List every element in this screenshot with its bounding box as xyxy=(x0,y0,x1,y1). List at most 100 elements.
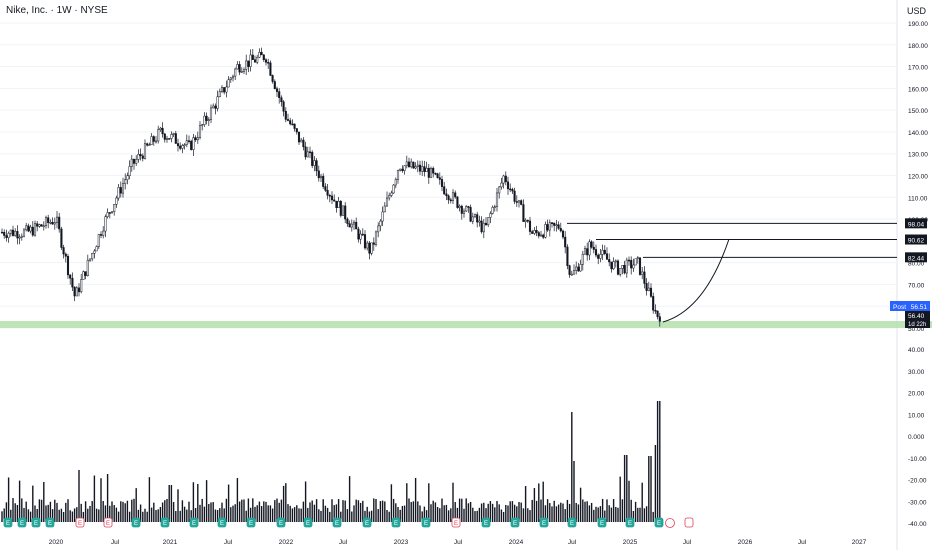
candle-body xyxy=(638,257,642,275)
volume-bar xyxy=(469,501,472,522)
earnings-icon[interactable] xyxy=(539,517,549,528)
volume-bar xyxy=(571,412,573,522)
candle-body xyxy=(533,230,536,234)
candle-body xyxy=(410,161,413,168)
earnings-icon[interactable] xyxy=(451,517,461,528)
candle-body xyxy=(647,287,650,291)
volume-bar xyxy=(210,502,212,522)
volume-bar xyxy=(98,509,100,522)
earnings-icon[interactable] xyxy=(217,517,227,528)
volume-bar xyxy=(14,503,16,522)
candle-body xyxy=(104,216,107,232)
volume-bar xyxy=(604,510,606,522)
volume-bar xyxy=(183,506,186,522)
level-badge xyxy=(905,234,927,245)
volume-bar xyxy=(527,508,529,522)
upcoming-earnings-icon[interactable] xyxy=(684,517,694,528)
earnings-icon[interactable] xyxy=(654,517,664,528)
earnings-icon[interactable] xyxy=(481,517,491,528)
earnings-icon[interactable] xyxy=(276,517,286,528)
volume-bar xyxy=(582,499,584,522)
candle-body xyxy=(392,184,395,194)
candle-body xyxy=(625,259,628,274)
candle-body xyxy=(482,222,485,233)
candle-body xyxy=(579,264,582,272)
candle-body xyxy=(357,228,360,240)
candle-body xyxy=(291,123,294,126)
earnings-icon[interactable] xyxy=(391,517,401,528)
earnings-icon[interactable] xyxy=(421,517,431,528)
candle-body xyxy=(546,224,549,231)
candle-body xyxy=(300,139,303,143)
volume-tick-label: -10.00 xyxy=(908,456,927,463)
candle-body xyxy=(462,210,466,214)
volume-bar xyxy=(368,511,371,522)
candle-body xyxy=(75,287,78,297)
volume-bar xyxy=(612,499,615,522)
earnings-icon[interactable] xyxy=(31,517,41,528)
candle-body xyxy=(440,179,444,187)
earnings-icon[interactable] xyxy=(160,517,170,528)
volume-bar xyxy=(282,485,285,522)
volume-bar xyxy=(124,503,126,522)
candle-body xyxy=(643,271,646,284)
candle-body xyxy=(390,192,393,196)
time-axis[interactable]: 2020 Jul 2021 Jul 2022 Jul 2023 Jul 2024 Jul 2025 J… xyxy=(49,539,867,546)
arc-projection[interactable] xyxy=(662,238,730,323)
volume-bar xyxy=(414,477,417,522)
candle-body xyxy=(423,166,426,172)
earnings-icon[interactable] xyxy=(45,517,55,528)
earnings-icon[interactable] xyxy=(597,517,607,528)
candle-body xyxy=(383,205,386,213)
volume-bars xyxy=(1,401,661,522)
volume-bar xyxy=(392,498,395,522)
volume-bar xyxy=(533,488,536,522)
candle-body xyxy=(469,207,472,222)
earnings-icon[interactable] xyxy=(625,517,635,528)
earnings-icon[interactable] xyxy=(362,517,372,528)
volume-bar xyxy=(480,503,483,522)
dividend-icon[interactable] xyxy=(665,518,675,528)
earnings-icon[interactable] xyxy=(103,517,113,528)
earnings-icon[interactable] xyxy=(131,517,141,528)
earnings-icon[interactable] xyxy=(246,517,256,528)
earnings-icon[interactable] xyxy=(567,517,577,528)
candle-body xyxy=(216,96,219,109)
candle-body xyxy=(561,230,565,238)
time-tick-label: 2027 xyxy=(852,539,867,546)
candle-body xyxy=(0,231,4,234)
volume-bar xyxy=(337,499,340,522)
volume-bar xyxy=(153,502,155,522)
candle-body xyxy=(498,186,501,194)
volume-bar xyxy=(628,480,630,522)
candle-body xyxy=(394,179,397,186)
volume-bar xyxy=(397,506,399,522)
volume-bar xyxy=(485,508,487,522)
volume-bar xyxy=(164,500,166,522)
candle-body xyxy=(539,234,543,237)
candle-body xyxy=(141,155,144,159)
volume-bar xyxy=(496,500,498,522)
volume-bar xyxy=(232,505,234,522)
volume-bar xyxy=(652,511,654,522)
earnings-icon[interactable] xyxy=(510,517,520,528)
earnings-icon[interactable] xyxy=(303,517,313,528)
volume-bar xyxy=(142,511,144,522)
candle-body xyxy=(418,164,422,172)
candle-body xyxy=(335,200,338,208)
candle-body xyxy=(403,165,406,171)
candle-body xyxy=(115,197,118,205)
earnings-icon[interactable] xyxy=(189,517,199,528)
volume-bar xyxy=(353,505,355,522)
price-axis[interactable]: 190.00 180.00 170.00 160.00 150.00 140.00 130.… xyxy=(908,21,928,333)
earnings-icon[interactable] xyxy=(75,517,85,528)
earnings-glyph: E xyxy=(249,521,253,527)
earnings-icon[interactable] xyxy=(17,517,27,528)
candle-body xyxy=(597,254,600,259)
level-lines[interactable]: 98.04 90.62 82.44 xyxy=(567,218,927,263)
candle-body xyxy=(522,204,525,222)
earnings-icon[interactable] xyxy=(332,517,342,528)
earnings-icon[interactable] xyxy=(3,517,13,528)
